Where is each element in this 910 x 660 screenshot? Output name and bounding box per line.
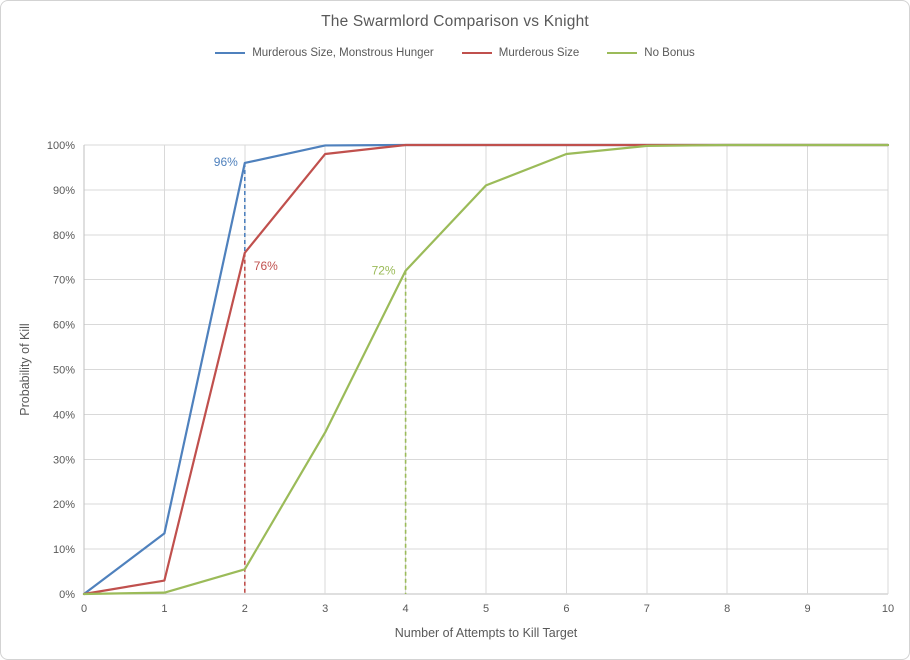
x-tick-label: 7 [644, 603, 650, 615]
y-tick-label: 100% [47, 140, 75, 152]
x-tick-label: 6 [563, 603, 569, 615]
y-tick-label: 90% [53, 185, 75, 197]
y-tick-label: 50% [53, 365, 75, 377]
x-tick-label: 4 [403, 603, 409, 615]
x-tick-label: 1 [161, 603, 167, 615]
y-tick-label: 30% [53, 454, 75, 466]
legend-item[interactable]: No Bonus [607, 47, 695, 59]
legend-label: Murderous Size, Monstrous Hunger [252, 47, 434, 59]
x-tick-label: 9 [805, 603, 811, 615]
y-tick-label: 60% [53, 320, 75, 332]
legend-label: No Bonus [644, 47, 695, 59]
legend-line-swatch [215, 52, 246, 54]
annotation-label: 96% [214, 155, 238, 169]
x-tick-label: 0 [81, 603, 87, 615]
series-line-2[interactable] [82, 143, 890, 596]
legend-item[interactable]: Murderous Size [461, 47, 580, 59]
legend: Murderous Size, Monstrous Hunger Murderou… [1, 47, 909, 59]
legend-label: Murderous Size [498, 47, 580, 59]
y-tick-label: 40% [53, 409, 75, 421]
y-axis-title: Probability of Kill [18, 323, 32, 415]
y-tick-label: 10% [53, 544, 75, 556]
annotation-label: 72% [372, 264, 396, 278]
x-tick-label: 2 [242, 603, 248, 615]
y-tick-label: 20% [53, 499, 75, 511]
y-tick-label: 70% [53, 275, 75, 287]
x-tick-label: 3 [322, 603, 328, 615]
y-tick-label: 0% [59, 589, 75, 601]
x-tick-label: 10 [882, 603, 894, 615]
x-axis-title: Number of Attempts to Kill Target [395, 626, 578, 640]
chart-title: The Swarmlord Comparison vs Knight [321, 13, 589, 30]
legend-line-swatch [461, 52, 492, 54]
x-tick-label: 5 [483, 603, 489, 615]
legend-item[interactable]: Murderous Size, Monstrous Hunger [215, 47, 434, 59]
x-tick-label: 8 [724, 603, 730, 615]
annotation-label: 76% [254, 259, 278, 273]
y-tick-label: 80% [53, 230, 75, 242]
legend-line-swatch [607, 52, 638, 54]
